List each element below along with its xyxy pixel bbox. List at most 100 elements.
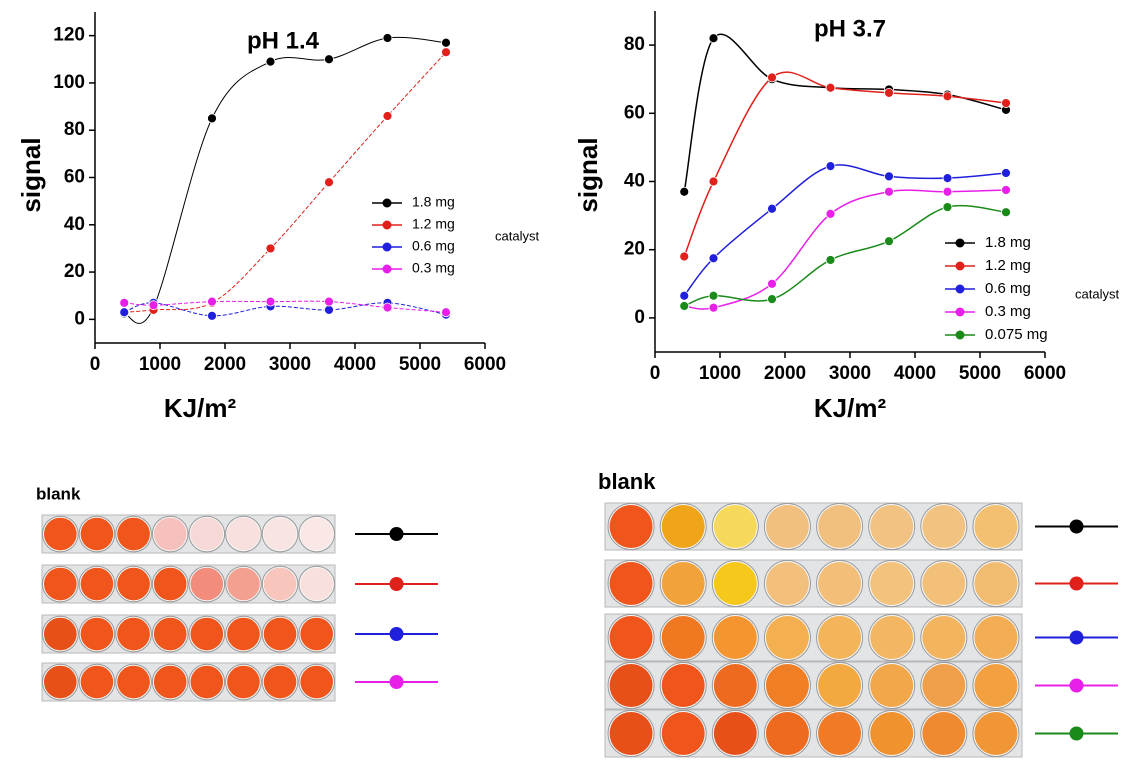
data-point [265,56,276,67]
photo-label: blank [36,484,81,503]
data-point [382,302,393,313]
legend-label: 0.075 mg [985,326,1048,343]
data-point [441,307,451,318]
x-tick-label: 4000 [894,363,936,384]
data-point [679,251,690,262]
well [713,664,757,707]
well [263,567,297,601]
well [713,616,757,659]
y-tick-label: 40 [64,214,85,235]
legend-marker [955,238,965,248]
photo-label: blank [598,469,656,494]
data-point [884,171,894,182]
data-point [1001,168,1011,178]
well [974,712,1018,755]
y-tick-label: 80 [624,34,645,55]
legend-note: catalyst [1075,286,1119,301]
data-point [708,302,719,313]
series-line [683,164,1007,297]
well [80,617,114,651]
well [870,505,914,548]
data-point [767,294,777,305]
well [80,665,114,699]
data-point [884,236,894,247]
legend-label: 1.8 mg [985,234,1031,251]
data-point [825,161,836,172]
data-point [119,307,130,318]
chart-title: pH 1.4 [247,27,320,54]
well [44,567,77,601]
well [765,664,809,707]
well [765,505,809,548]
well [117,665,150,699]
data-point [884,186,894,197]
well [765,712,809,755]
well [818,562,862,605]
data-point [1001,98,1011,108]
well [870,712,914,755]
well [80,567,114,601]
photo-key-marker [389,675,404,689]
data-point [441,37,451,48]
series-line [683,33,1007,192]
well [713,505,757,548]
data-point [708,253,719,264]
well [870,616,914,659]
x-tick-label: 1000 [699,363,741,384]
photo-key-marker [1069,519,1084,534]
well [922,664,966,707]
well [117,567,150,601]
chart-title: pH 3.7 [814,15,886,42]
well [190,567,224,601]
data-point [825,82,836,93]
well [818,712,862,755]
well [713,712,757,755]
well [44,665,77,699]
legend-marker [955,284,965,294]
data-point [382,33,393,43]
legend-marker [955,330,965,340]
data-point [441,47,451,58]
data-point [825,255,836,265]
data-point [679,290,690,301]
data-point [265,243,276,254]
data-point [767,278,777,289]
well [922,712,966,755]
legend-note: catalyst [495,228,539,243]
data-point [382,111,393,121]
photo-key-marker [1069,726,1084,741]
y-tick-label: 60 [624,102,645,123]
well [117,617,150,651]
well [227,665,260,699]
well [661,505,705,548]
legend-label: 0.6 mg [412,238,455,254]
data-point [207,296,217,307]
y-tick-label: 0 [74,308,85,329]
x-tick-label: 1000 [139,354,181,375]
well [765,562,809,605]
legend-label: 0.3 mg [412,260,455,276]
well [117,517,150,551]
data-point [679,301,690,311]
data-point [767,203,777,214]
legend-label: 1.2 mg [412,216,455,232]
well [974,664,1018,707]
photo-key-marker [389,627,404,641]
data-point [119,297,130,308]
well [818,664,862,707]
photo-key-marker [1069,576,1084,591]
photo-key-marker [389,577,404,591]
x-tick-label: 4000 [334,354,376,375]
well [263,617,297,651]
y-axis-label: signal [573,137,603,212]
photo-key-marker [1069,678,1084,693]
x-tick-label: 6000 [1024,363,1066,384]
data-point [767,72,777,83]
legend-label: 0.6 mg [985,280,1031,297]
data-point [1001,207,1011,218]
data-point [942,91,953,102]
y-tick-label: 40 [624,171,645,192]
well [263,517,297,551]
data-point [708,290,719,301]
x-axis-label: KJ/m² [814,393,887,423]
